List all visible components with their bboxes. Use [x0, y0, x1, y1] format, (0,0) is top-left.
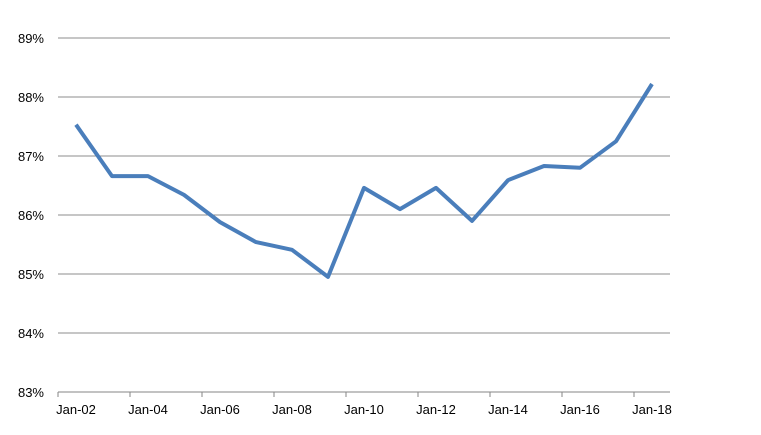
x-tick-label: Jan-14 — [488, 402, 528, 417]
y-axis: 83% 84% 85% 86% 87% 88% 89% — [18, 31, 44, 400]
y-tick-label: 89% — [18, 31, 44, 46]
x-tick-label: Jan-08 — [272, 402, 312, 417]
x-tick-label: Jan-02 — [56, 402, 96, 417]
x-tick-label: Jan-06 — [200, 402, 240, 417]
x-tick-label: Jan-12 — [416, 402, 456, 417]
series-line — [76, 84, 652, 277]
y-tick-label: 85% — [18, 267, 44, 282]
y-tick-label: 88% — [18, 90, 44, 105]
gridlines — [58, 38, 670, 392]
y-tick-label: 84% — [18, 326, 44, 341]
x-tick-label: Jan-10 — [344, 402, 384, 417]
x-axis: Jan-02 Jan-04 Jan-06 Jan-08 Jan-10 Jan-12 Jan-… — [56, 392, 672, 417]
x-tick-label: Jan-16 — [560, 402, 600, 417]
x-tick-label: Jan-04 — [128, 402, 168, 417]
y-tick-label: 83% — [18, 385, 44, 400]
y-tick-label: 87% — [18, 149, 44, 164]
y-tick-label: 86% — [18, 208, 44, 223]
x-tick-label: Jan-18 — [632, 402, 672, 417]
series-group — [76, 84, 652, 277]
